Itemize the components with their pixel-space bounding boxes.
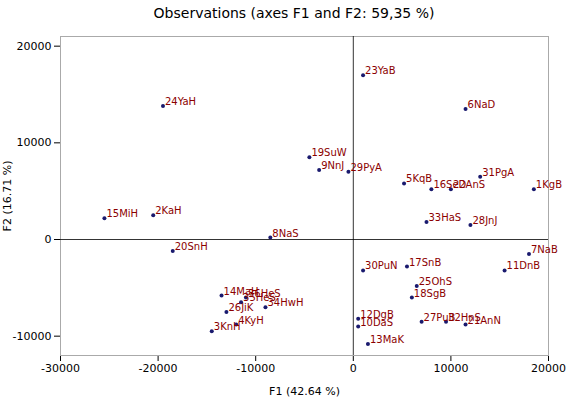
svg-text:2KaH: 2KaH: [155, 205, 181, 216]
svg-text:4KyH: 4KyH: [238, 315, 264, 326]
svg-text:7NaB: 7NaB: [531, 244, 558, 255]
svg-text:29PyA: 29PyA: [350, 162, 382, 173]
svg-text:F2 (16.71 %): F2 (16.71 %): [1, 161, 14, 232]
svg-text:16SeD: 16SeD: [433, 179, 467, 191]
svg-text:26JiK: 26JiK: [228, 302, 253, 313]
svg-text:17SnB: 17SnB: [409, 257, 441, 268]
svg-text:28JnJ: 28JnJ: [472, 215, 497, 226]
svg-text:14MaH: 14MaH: [223, 285, 259, 297]
svg-text:36HeS: 36HeS: [248, 288, 281, 299]
svg-text:12DgB: 12DgB: [360, 309, 394, 320]
svg-text:1KgB: 1KgB: [536, 179, 562, 190]
svg-text:-10000: -10000: [13, 330, 52, 343]
svg-text:-10000: -10000: [236, 362, 275, 375]
svg-text:-20000: -20000: [139, 362, 178, 375]
svg-text:11DnB: 11DnB: [507, 260, 541, 271]
svg-text:20SnH: 20SnH: [175, 241, 208, 252]
svg-text:5KqB: 5KqB: [406, 173, 432, 184]
svg-text:0: 0: [45, 233, 52, 246]
svg-text:18SgB: 18SgB: [414, 288, 446, 299]
svg-text:10DaS: 10DaS: [360, 316, 394, 328]
svg-text:33HaS: 33HaS: [429, 212, 462, 223]
svg-text:8NaS: 8NaS: [272, 228, 298, 239]
svg-text:30PuN: 30PuN: [365, 260, 397, 271]
svg-text:F1 (42.64 %): F1 (42.64 %): [269, 385, 340, 397]
svg-text:3KnH: 3KnH: [214, 321, 241, 332]
svg-text:13MaK: 13MaK: [370, 334, 404, 345]
svg-text:22AnS: 22AnS: [453, 179, 485, 190]
svg-text:23YaB: 23YaB: [365, 65, 396, 76]
svg-text:0: 0: [350, 362, 357, 375]
svg-text:20000: 20000: [17, 40, 52, 53]
svg-text:9NnJ: 9NnJ: [321, 160, 344, 171]
svg-text:34HwH: 34HwH: [267, 297, 304, 309]
svg-text:20000: 20000: [531, 362, 566, 375]
svg-text:32HnS: 32HnS: [448, 312, 481, 323]
svg-text:10000: 10000: [433, 362, 468, 375]
svg-text:19SuW: 19SuW: [311, 147, 346, 158]
svg-text:21AnN: 21AnN: [467, 314, 501, 326]
svg-text:15MiH: 15MiH: [106, 208, 138, 219]
svg-text:27PuB: 27PuB: [423, 311, 456, 323]
svg-text:31PgA: 31PgA: [482, 167, 514, 178]
svg-text:24YaH: 24YaH: [165, 96, 196, 107]
svg-text:25OhS: 25OhS: [419, 276, 452, 287]
html-text:Observations (axes F1 and F2:: Observations (axes F1 and F2: 59,35 %): [153, 5, 435, 21]
svg-text:-30000: -30000: [41, 362, 80, 375]
svg-text:6NaD: 6NaD: [468, 99, 496, 110]
svg-text:10000: 10000: [17, 136, 52, 149]
